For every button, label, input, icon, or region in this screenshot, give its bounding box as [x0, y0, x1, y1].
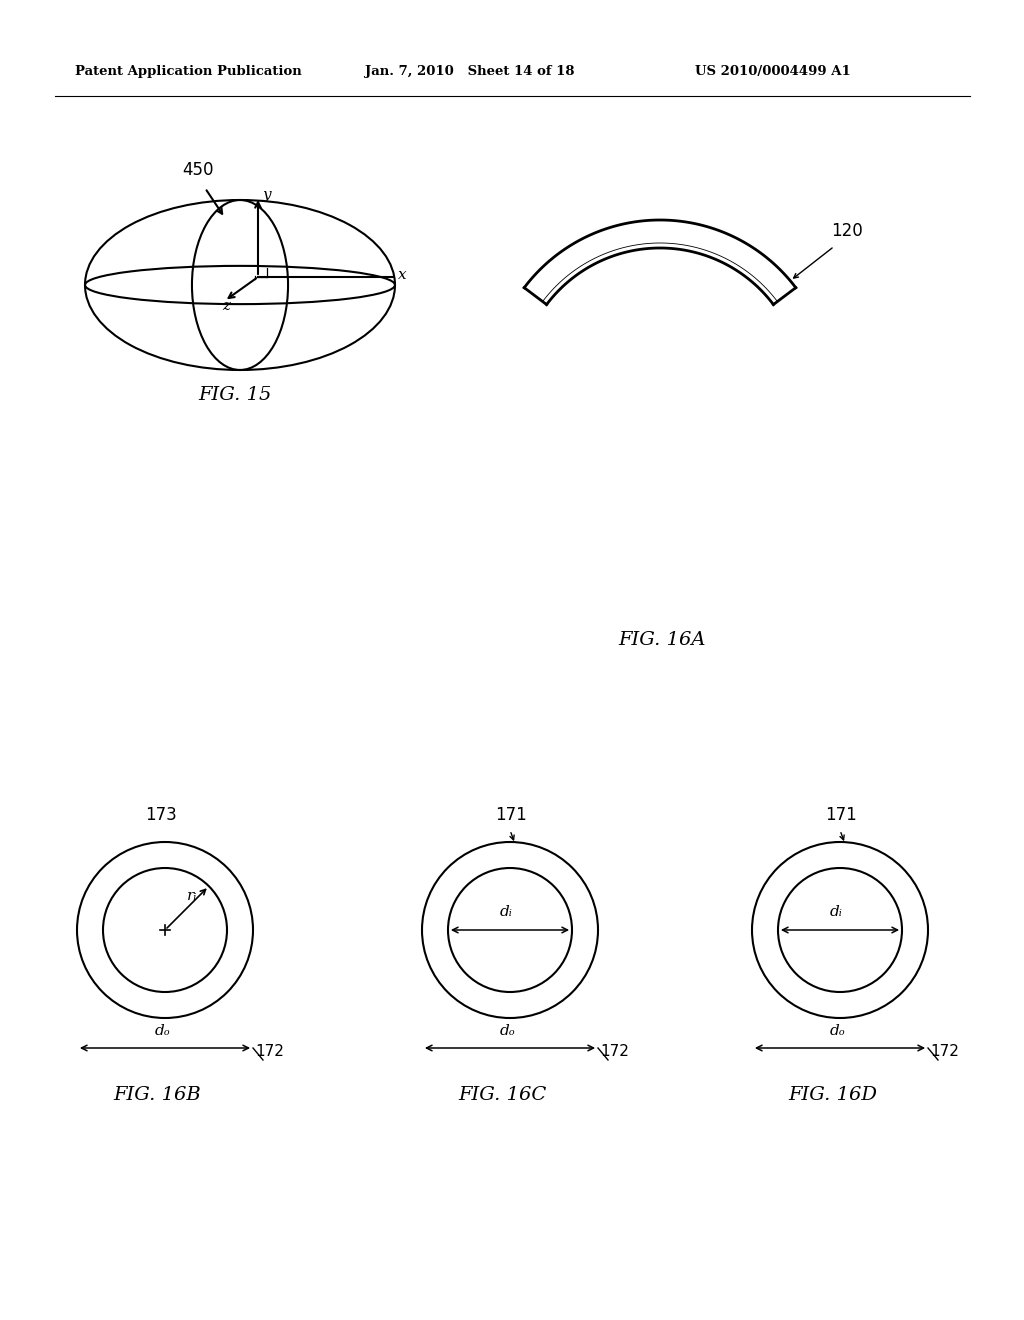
- Text: 171: 171: [495, 807, 526, 824]
- Text: rᵢ: rᵢ: [187, 888, 198, 903]
- Text: 173: 173: [145, 807, 177, 824]
- Text: dᵢ: dᵢ: [500, 906, 513, 919]
- Text: FIG. 16D: FIG. 16D: [788, 1086, 877, 1104]
- Text: Jan. 7, 2010   Sheet 14 of 18: Jan. 7, 2010 Sheet 14 of 18: [365, 66, 574, 78]
- Text: FIG. 16C: FIG. 16C: [458, 1086, 546, 1104]
- Text: x: x: [398, 268, 407, 282]
- Text: Patent Application Publication: Patent Application Publication: [75, 66, 302, 78]
- Text: dᵢ: dᵢ: [830, 906, 843, 919]
- Text: 171: 171: [825, 807, 857, 824]
- Text: dₒ: dₒ: [500, 1024, 516, 1038]
- Text: 450: 450: [182, 161, 213, 180]
- Text: 120: 120: [831, 222, 863, 240]
- Text: FIG. 16A: FIG. 16A: [618, 631, 706, 649]
- Text: dₒ: dₒ: [155, 1024, 171, 1038]
- Text: FIG. 15: FIG. 15: [198, 385, 271, 404]
- Text: US 2010/0004499 A1: US 2010/0004499 A1: [695, 66, 851, 78]
- Text: 172: 172: [255, 1044, 284, 1059]
- Text: FIG. 16B: FIG. 16B: [113, 1086, 201, 1104]
- Text: z: z: [222, 300, 230, 313]
- Text: y: y: [263, 187, 271, 202]
- Text: 172: 172: [600, 1044, 629, 1059]
- Text: 172: 172: [930, 1044, 958, 1059]
- Text: dₒ: dₒ: [830, 1024, 846, 1038]
